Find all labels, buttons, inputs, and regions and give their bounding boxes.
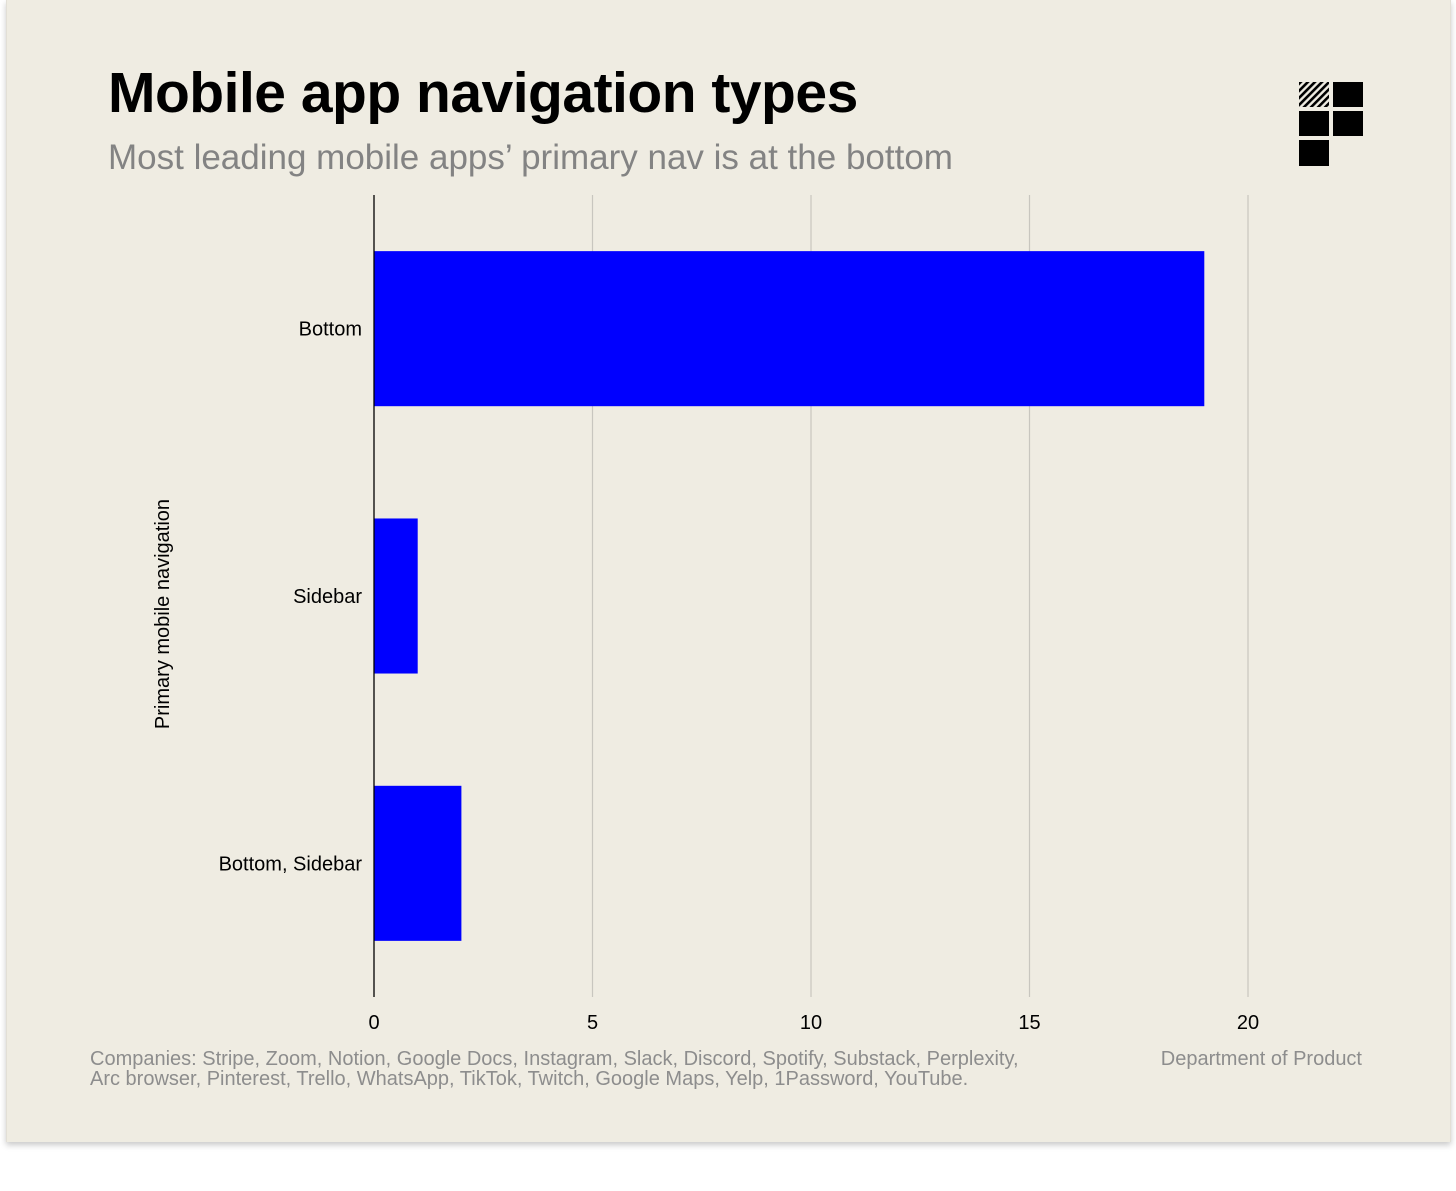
category-label: Sidebar — [293, 586, 362, 608]
companies-footnote: Companies: Stripe, Zoom, Notion, Google … — [90, 1048, 1019, 1090]
bars — [374, 251, 1205, 941]
x-tick-label: 5 — [587, 1012, 598, 1034]
chart-title: Mobile app navigation types — [108, 61, 858, 125]
x-tick-labels: 0 5 10 15 20 — [368, 1012, 1259, 1034]
bar-chart: Bottom Sidebar Bottom, Sidebar 0 5 10 15 20 Pr… — [152, 195, 1259, 1034]
source-credit: Department of Product — [1160, 1048, 1362, 1070]
category-label: Bottom, Sidebar — [219, 853, 363, 875]
chart-card: Mobile app navigation types Most leading… — [6, 0, 1451, 1142]
bar-bottom — [374, 251, 1205, 407]
x-tick-label: 15 — [1018, 1012, 1040, 1034]
category-labels: Bottom Sidebar Bottom, Sidebar — [219, 319, 363, 876]
y-axis-title: Primary mobile navigation — [152, 499, 174, 729]
x-tick-label: 20 — [1237, 1012, 1259, 1034]
x-tick-label: 10 — [800, 1012, 822, 1034]
bar-bottom-sidebar — [374, 785, 462, 941]
category-label: Bottom — [299, 319, 362, 341]
brand-logo-icon — [1299, 82, 1363, 166]
bar-sidebar — [374, 518, 418, 674]
chart-subtitle: Most leading mobile apps’ primary nav is… — [108, 138, 953, 177]
x-tick-label: 0 — [368, 1012, 379, 1034]
